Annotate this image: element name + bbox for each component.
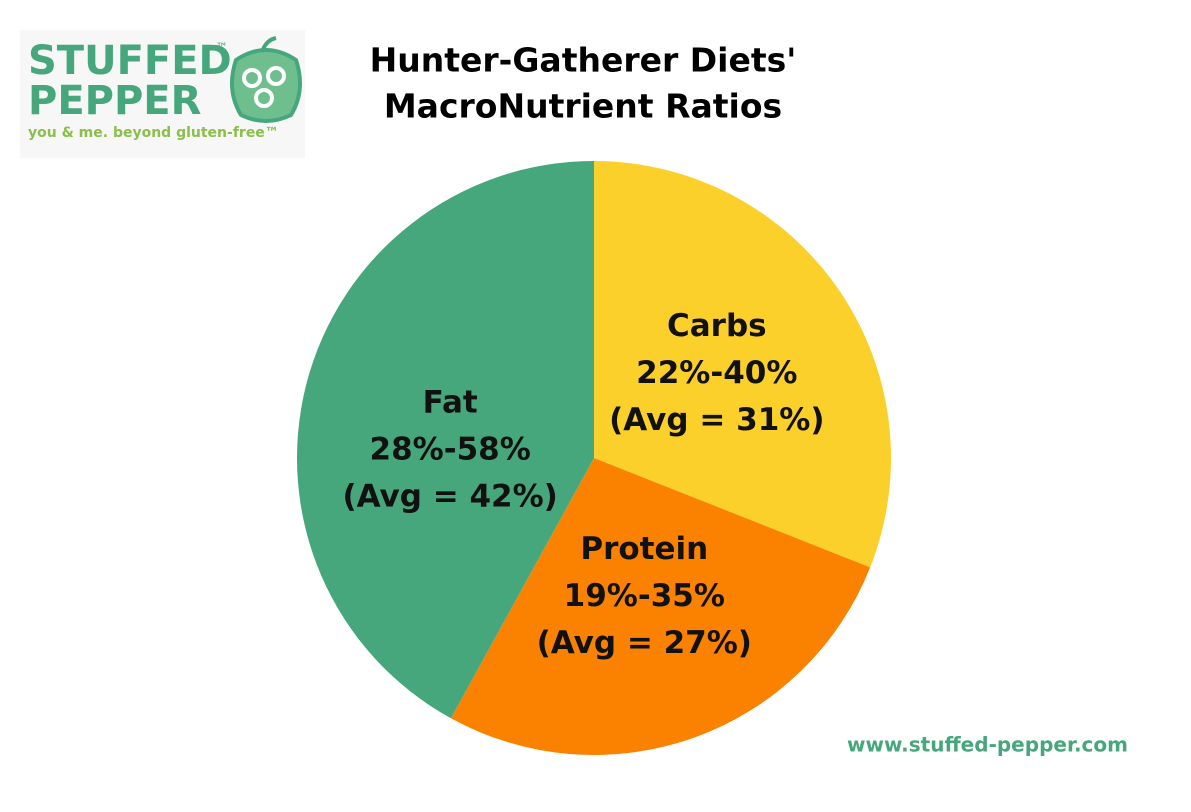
pie-slice [594,161,891,568]
logo-text: STUFFED [28,38,232,84]
slice-range: 19%-35% [564,578,725,614]
slice-label: Protein [580,531,708,567]
pie-slice [297,161,594,719]
slice-label: Fat [423,385,478,421]
slice-label: Carbs [667,308,767,344]
slice-value: (Avg = 42%) [342,479,557,515]
slice-value: (Avg = 27%) [537,625,752,661]
logo: STUFFED PEPPER ™ you & me. beyond gluten… [20,30,305,158]
pie: Carbs 22%-40% (Avg = 31%) Protein 19%-35% (Av… [297,161,891,755]
slice-range: 28%-58% [370,432,531,468]
pie-slice [450,458,871,755]
chart-title: MacroNutrient Ratios [384,87,782,126]
logo-tagline: you & me. beyond gluten-free™ [28,125,279,141]
chart-title: Hunter-Gatherer Diets' [370,41,797,80]
slice-value: (Avg = 31%) [609,402,824,438]
logo-icon [230,36,302,123]
footer-url: www.stuffed-pepper.com [847,733,1128,757]
slice-range: 22%-40% [636,355,797,391]
logo-text: PEPPER [28,78,201,124]
logo-trademark: ™ [216,41,228,55]
